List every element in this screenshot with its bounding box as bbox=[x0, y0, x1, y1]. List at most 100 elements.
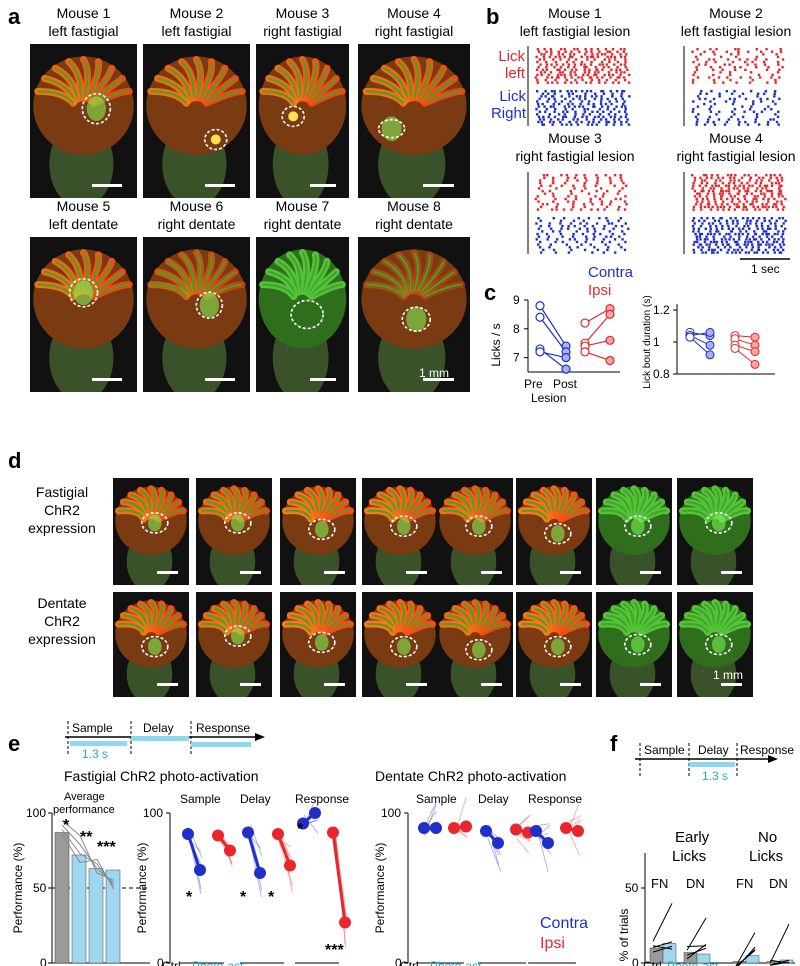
chr2-dentate-slice-6 bbox=[516, 592, 592, 697]
fastigial-title: Fastigial ChR2 photo-activation bbox=[64, 768, 259, 784]
raster-1-title-line-1: Mouse 1 bbox=[548, 5, 602, 21]
raster-3-title-line-1: Mouse 3 bbox=[548, 130, 602, 146]
chr2-fastigial-slice-5-scale-bar bbox=[481, 571, 503, 574]
chr2-fastigial-slice-5 bbox=[437, 478, 513, 585]
dentate-response-title: Response bbox=[528, 792, 582, 806]
mouse-4-slice-image bbox=[361, 55, 467, 198]
licks-tick-label: 9 bbox=[513, 293, 520, 307]
chr2-dentate-slice-8-scale-bar bbox=[721, 683, 743, 686]
fastigial-sample-ipsi-photo-point bbox=[224, 844, 236, 857]
fastigial-delay-ipsi-photo-point bbox=[284, 859, 296, 872]
raster-4-dots bbox=[691, 174, 787, 254]
e-timeline-arrow bbox=[255, 733, 265, 741]
e-light-bar bbox=[191, 742, 251, 747]
chr2-fastigial-slice-8-scale-bar bbox=[721, 571, 743, 574]
fastigial-sample-contra-mean-line bbox=[186, 833, 202, 871]
dentate-sample-contra-photo-point bbox=[430, 822, 442, 834]
mouse-4-caption-line-2: right fastigial bbox=[374, 23, 454, 39]
e-epoch-label: Sample bbox=[72, 721, 113, 735]
chr2-fastigial-slice-3-scale-bar bbox=[324, 571, 346, 574]
licks-xtick-post: Post bbox=[553, 377, 578, 391]
avg-tick-label: 0 bbox=[40, 956, 47, 966]
dentate-response-individual-line bbox=[568, 831, 580, 856]
no-licks-label-2: Licks bbox=[749, 848, 783, 865]
raster-1-title-line-2: left fastigial lesion bbox=[519, 23, 631, 39]
fastigial-photo-label: Photo-act. bbox=[192, 959, 247, 966]
chr2-dentate-slice-7 bbox=[596, 592, 672, 697]
chr2-fastigial-slice-1-image bbox=[114, 485, 188, 585]
dentate-row-line-2: ChR2 bbox=[44, 613, 80, 629]
panel-a-scale-label: 1 mm bbox=[419, 366, 449, 380]
fastigial-delay-contra-photo-point bbox=[254, 867, 266, 879]
panel-label-b: b bbox=[486, 4, 500, 29]
dentate-delay-title: Delay bbox=[478, 792, 509, 806]
dentate-epoch-ylabel: Performance (%) bbox=[373, 843, 387, 934]
fastigial-sample-contra-ctrl-point bbox=[182, 828, 194, 840]
f-ctrl-label: Ctrl bbox=[643, 959, 662, 966]
avg-individual-line bbox=[61, 820, 115, 881]
fastigial-delay-star: * bbox=[268, 889, 275, 906]
f-epoch-label: Response bbox=[740, 743, 794, 757]
avg-label-2: performance bbox=[53, 804, 115, 816]
avg-tick-label: 50 bbox=[33, 881, 47, 895]
mouse-8-slice-image bbox=[361, 249, 467, 392]
f-photo-label: Photo-act. bbox=[667, 959, 722, 966]
raster-4-title-line-1: Mouse 4 bbox=[709, 130, 763, 146]
licks-ylabel: Licks / s bbox=[489, 323, 503, 366]
fastigial-row-line-3: expression bbox=[28, 520, 96, 536]
chr2-dentate-slice-4 bbox=[362, 592, 438, 697]
licks-ipsi-post-point bbox=[605, 355, 615, 366]
bout-contra-post-point bbox=[705, 340, 715, 350]
dentate-sample-title: Sample bbox=[416, 792, 457, 806]
chr2-fastigial-slice-5-image bbox=[438, 485, 512, 585]
licks-contra-line bbox=[539, 305, 567, 347]
licks-contra-pre-point bbox=[535, 312, 545, 322]
mouse-5-caption-line-2: left dentate bbox=[48, 216, 119, 232]
mouse-8-slice bbox=[358, 237, 470, 392]
f-no-dn-individual-line bbox=[769, 923, 790, 964]
dentate-ctrl-label: Ctrl bbox=[400, 959, 419, 966]
fastigial-response-star: * bbox=[297, 821, 304, 838]
f-duration-label: 1.3 s bbox=[702, 769, 728, 783]
licks-xtick-pre: Pre bbox=[524, 377, 543, 391]
mouse-7-slice-scale-bar bbox=[309, 378, 336, 381]
raster-4-title-line-2: right fastigial lesion bbox=[676, 148, 796, 164]
chr2-dentate-slice-1-scale-bar bbox=[157, 683, 179, 686]
chr2-dentate-slice-5-scale-bar bbox=[481, 683, 503, 686]
mouse-2-slice bbox=[143, 44, 250, 198]
f-early-fn-individual-line bbox=[652, 945, 673, 953]
no-dn-label: DN bbox=[769, 876, 788, 891]
mouse-5-slice-image bbox=[33, 249, 134, 392]
panel-label-f: f bbox=[610, 731, 618, 756]
dentate-delay-individual-line bbox=[487, 837, 502, 872]
fastigial-response-ipsi-ctrl-point bbox=[327, 826, 339, 839]
dentate-delay-contra-ctrl-point bbox=[480, 825, 492, 837]
avg-bar-d bbox=[88, 868, 104, 964]
dentate-response-individual-line bbox=[537, 831, 549, 872]
licks-ipsi-pre-point bbox=[580, 318, 590, 328]
bout-contra-pre-point bbox=[685, 332, 695, 342]
fastigial-response-individual-line bbox=[303, 814, 319, 834]
fastigial-delay-ipsi-ctrl-point bbox=[272, 828, 284, 840]
chr2-dentate-slice-6-image bbox=[517, 599, 591, 697]
licks-contra-line bbox=[539, 316, 567, 353]
avg-bar-s bbox=[71, 854, 87, 964]
raster-3-title-line-2: right fastigial lesion bbox=[515, 148, 635, 164]
mouse-2-caption-line-1: Mouse 2 bbox=[169, 5, 224, 21]
chr2-fastigial-slice-6-scale-bar bbox=[560, 571, 582, 574]
mouse-7-caption-line-2: right dentate bbox=[263, 216, 342, 232]
chr2-dentate-slice-3-image bbox=[281, 599, 355, 697]
e-epoch-label: Delay bbox=[143, 721, 174, 735]
chr2-dentate-slice-7-image bbox=[597, 599, 671, 697]
mouse-8-slice-scale-bar bbox=[422, 378, 455, 381]
bout-tick-label: 1 bbox=[653, 335, 660, 349]
chr2-fastigial-slice-8-image bbox=[678, 485, 752, 585]
bout-ylabel: Lick bout duration (s) bbox=[642, 295, 653, 388]
dentate-sample-individual-line bbox=[425, 802, 437, 824]
lick-right-label-2: Right bbox=[490, 105, 526, 122]
chr2-dentate-slice-2-scale-bar bbox=[240, 683, 262, 686]
bout-ipsi-post-point bbox=[750, 332, 760, 342]
dentate-row-line-3: expression bbox=[28, 631, 96, 647]
mouse-1-caption-line-2: left fastigial bbox=[48, 23, 119, 39]
chr2-dentate-slice-2 bbox=[196, 592, 272, 697]
